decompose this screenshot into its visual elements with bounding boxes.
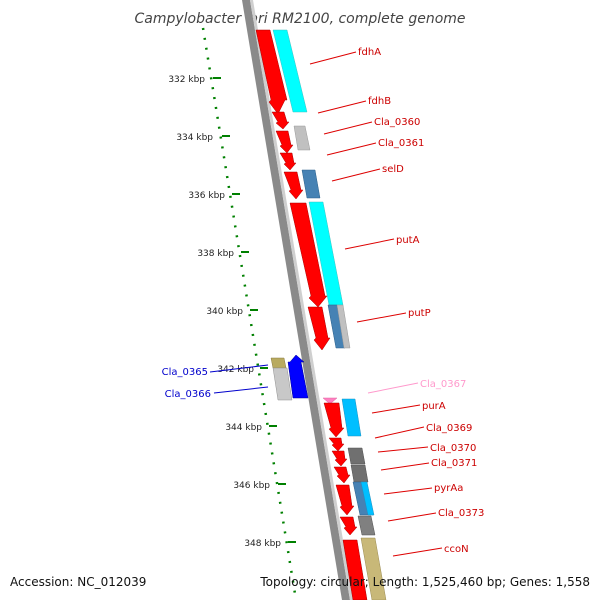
label-leaders xyxy=(209,51,443,557)
gene-label-Cla_0366[interactable]: Cla_0366 xyxy=(165,389,211,400)
cog-block-putP-b[interactable] xyxy=(336,304,351,349)
ruler-tick-label: 340 kbp xyxy=(206,307,243,317)
gene-label-Cla_0361[interactable]: Cla_0361 xyxy=(378,138,424,149)
forward-genes xyxy=(255,29,368,600)
backbone xyxy=(242,0,353,600)
ruler-tick-label: 336 kbp xyxy=(188,191,225,201)
ruler-tick: 344 kbp xyxy=(225,423,277,433)
accession-label: Accession: NC_012039 xyxy=(10,575,146,589)
gene-fdhA[interactable] xyxy=(255,29,288,115)
topology-label: Topology: circular; Length: 1,525,460 bp… xyxy=(259,575,590,589)
cog-block-Cla_0366[interactable] xyxy=(272,367,293,401)
ruler-tick-label: 332 kbp xyxy=(168,75,205,85)
ruler-tick: 334 kbp xyxy=(176,133,230,143)
gene-purA[interactable] xyxy=(323,402,345,438)
gene-label-fdhB[interactable]: fdhB xyxy=(368,96,391,107)
gene-Cla_0361[interactable] xyxy=(279,152,297,171)
cog-block-Cla_0365[interactable] xyxy=(270,357,287,369)
gene-Cla_0360[interactable] xyxy=(275,130,294,154)
cog-block-pyrAa-b[interactable] xyxy=(360,481,375,516)
gene-putP[interactable] xyxy=(307,306,331,351)
ruler: 332 kbp 334 kbp 336 kbp 338 kbp 340 kbp … xyxy=(168,75,296,549)
gene-Cla_0370[interactable] xyxy=(331,450,348,467)
gene-label-Cla_0369[interactable]: Cla_0369 xyxy=(426,423,472,434)
ruler-tick-label: 344 kbp xyxy=(225,423,262,433)
gene-label-Cla_0360[interactable]: Cla_0360 xyxy=(374,117,420,128)
gene-selD[interactable] xyxy=(283,171,304,200)
gene-Cla_0373[interactable] xyxy=(339,516,358,536)
gene-labels: fdhA fdhB Cla_0360 Cla_0361 selD putA pu… xyxy=(162,47,485,555)
ruler-tick: 336 kbp xyxy=(188,191,240,201)
gene-label-selD[interactable]: selD xyxy=(382,164,404,175)
gene-label-putA[interactable]: putA xyxy=(396,235,420,246)
ruler-tick-label: 348 kbp xyxy=(244,539,281,549)
ruler-tick-label: 338 kbp xyxy=(197,249,234,259)
cog-track xyxy=(272,29,387,600)
gene-label-Cla_0373[interactable]: Cla_0373 xyxy=(438,508,484,519)
gene-label-putP[interactable]: putP xyxy=(408,308,431,319)
gene-Cla_0369[interactable] xyxy=(328,437,345,452)
cog-block-Cla_0371[interactable] xyxy=(350,464,369,483)
gene-ccoN[interactable] xyxy=(342,539,368,600)
cog-block-fdhA[interactable] xyxy=(272,29,308,113)
ruler-tick-label: 342 kbp xyxy=(217,365,254,375)
ruler-tick: 348 kbp xyxy=(244,539,296,549)
gene-label-purA[interactable]: purA xyxy=(422,401,446,412)
reverse-genes xyxy=(270,354,309,401)
gene-label-ccoN[interactable]: ccoN xyxy=(444,544,469,555)
ruler-tick: 338 kbp xyxy=(197,249,249,259)
gene-putA[interactable] xyxy=(289,202,328,308)
ruler-tick: 332 kbp xyxy=(168,75,221,85)
cog-block-Cla_0370[interactable] xyxy=(347,447,366,465)
ruler-tick: 342 kbp xyxy=(217,365,268,375)
map-title: Campylobacter lari RM2100, complete geno… xyxy=(134,11,465,27)
ruler-tick-label: 346 kbp xyxy=(233,481,270,491)
gene-Cla_0367[interactable] xyxy=(322,397,338,405)
gene-label-Cla_0367[interactable]: Cla_0367 xyxy=(420,379,466,390)
ruler-tick-label: 334 kbp xyxy=(176,133,213,143)
ruler-tick: 346 kbp xyxy=(233,481,286,491)
gene-label-Cla_0370[interactable]: Cla_0370 xyxy=(430,443,476,454)
gene-pyrAa[interactable] xyxy=(335,484,355,516)
gene-label-fdhA[interactable]: fdhA xyxy=(358,47,381,58)
gene-fdhB[interactable] xyxy=(271,111,290,130)
cog-block-Cla_0373[interactable] xyxy=(357,515,376,536)
cog-block-ccoN[interactable] xyxy=(360,537,387,600)
gene-Cla_0371[interactable] xyxy=(333,466,351,484)
ruler-tick: 340 kbp xyxy=(206,307,258,317)
gene-label-pyrAa[interactable]: pyrAa xyxy=(434,483,463,494)
cog-block-selD[interactable] xyxy=(301,169,321,199)
gene-label-Cla_0365[interactable]: Cla_0365 xyxy=(162,367,208,378)
gene-label-Cla_0371[interactable]: Cla_0371 xyxy=(431,458,477,469)
gene-Cla_0365-0366[interactable] xyxy=(287,354,309,399)
cog-block-Cla_0360[interactable] xyxy=(293,125,311,151)
cog-block-purA[interactable] xyxy=(341,398,362,437)
